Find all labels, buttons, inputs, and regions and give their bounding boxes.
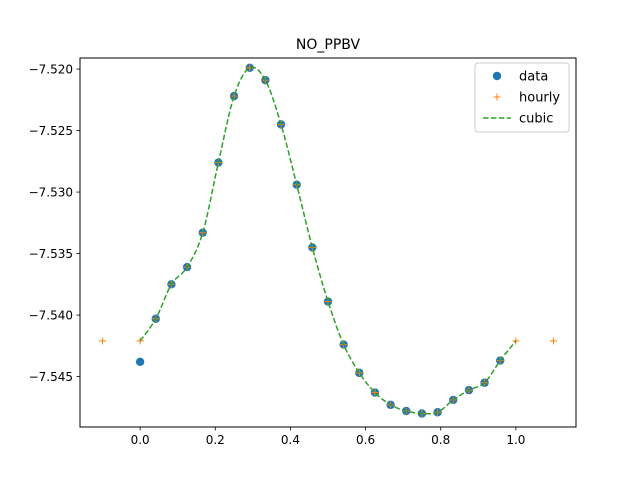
x-tick-label: 0.8 bbox=[431, 433, 450, 447]
x-tick-label: 0.0 bbox=[131, 433, 150, 447]
x-tick-label: 1.0 bbox=[506, 433, 525, 447]
hourly-point bbox=[99, 337, 107, 345]
plot-area bbox=[99, 63, 557, 418]
y-tick-label: −7.540 bbox=[29, 308, 73, 322]
hourly-point bbox=[371, 389, 379, 397]
axes: 0.0 0.2 0.4 0.6 0.8 1.0 −7.520 −7.525 −7.530 −7.5… bbox=[29, 57, 577, 447]
legend-label-cubic: cubic bbox=[519, 112, 553, 127]
legend-box bbox=[474, 62, 570, 133]
cubic-line bbox=[139, 66, 517, 415]
y-tick-label: −7.535 bbox=[29, 247, 73, 261]
hourly-point bbox=[549, 337, 557, 345]
y-tick-label: −7.520 bbox=[29, 62, 73, 76]
legend-label-hourly: hourly bbox=[519, 91, 560, 106]
y-tick-label: −7.525 bbox=[29, 124, 73, 138]
x-tick-label: 0.4 bbox=[281, 433, 300, 447]
legend: data hourly cubic bbox=[474, 62, 570, 133]
y-tick-label: −7.545 bbox=[29, 370, 73, 384]
legend-label-data: data bbox=[519, 70, 548, 85]
y-tick-label: −7.530 bbox=[29, 185, 73, 199]
legend-handle-hourly bbox=[493, 93, 501, 101]
x-tick-label: 0.2 bbox=[206, 433, 225, 447]
axes-frame bbox=[79, 57, 577, 428]
data-point bbox=[135, 357, 145, 367]
x-tick-label: 0.6 bbox=[356, 433, 375, 447]
legend-handle-data bbox=[492, 71, 502, 81]
plot-series-group bbox=[99, 63, 557, 418]
chart-title: NO_PPBV bbox=[296, 37, 361, 53]
